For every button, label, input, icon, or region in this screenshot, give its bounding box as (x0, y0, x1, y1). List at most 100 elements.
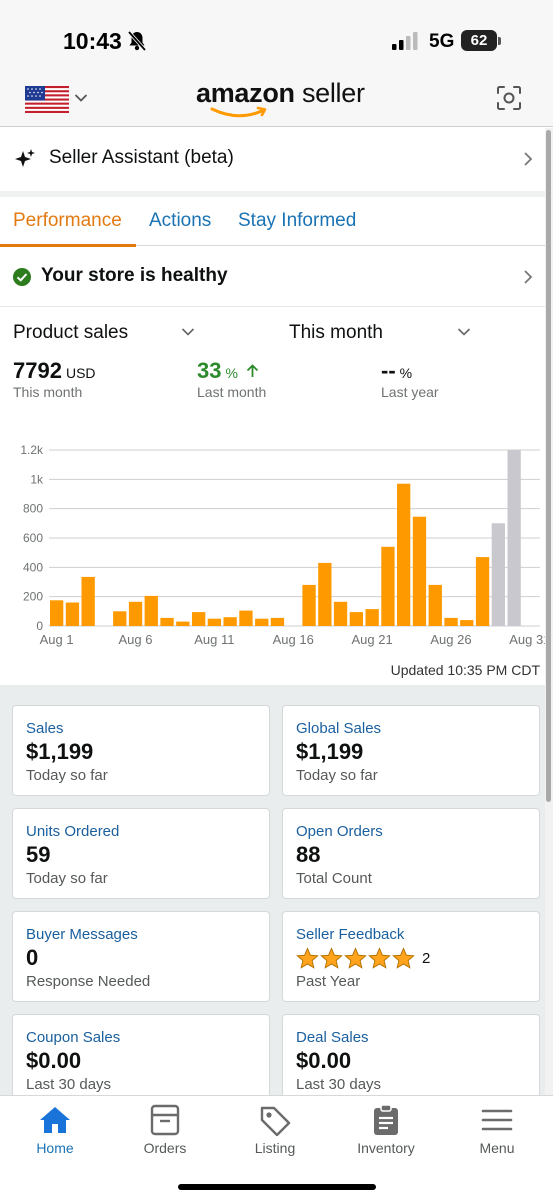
x-tick-label: Aug 6 (119, 632, 153, 647)
star-icon (368, 947, 391, 969)
month-change-period: Last month (197, 384, 267, 400)
x-tick-label: Aug 31 (509, 632, 545, 647)
card-title: Deal Sales (296, 1029, 369, 1046)
card-sales[interactable]: Sales $1,199 Today so far (12, 705, 270, 796)
sales-total: 7792 USD (13, 358, 96, 384)
chart-bar (270, 617, 285, 626)
amazon-seller-logo: amazon seller (196, 78, 366, 120)
chart-bar (50, 600, 64, 626)
sparkle-icon (15, 149, 35, 167)
summary-cards: Sales $1,199 Today so far Global Sales $… (0, 685, 545, 1105)
us-flag-icon[interactable] (25, 86, 69, 113)
tabbar-listing[interactable]: Listing (220, 1096, 330, 1166)
card-coupon-sales[interactable]: Coupon Sales $0.00 Last 30 days (12, 1014, 270, 1105)
card-subtitle: Last 30 days (26, 1076, 112, 1093)
month-change-value: 33 (197, 358, 222, 383)
star-icon (296, 947, 319, 969)
x-tick-label: Aug 1 (40, 632, 74, 647)
card-value: 88 (296, 842, 321, 867)
tabbar-label: Menu (479, 1140, 515, 1156)
chart-bar (176, 621, 190, 626)
period-select[interactable]: This month (289, 322, 383, 343)
network-label: 5G (429, 31, 455, 52)
card-subtitle: Today so far (26, 870, 108, 887)
seller-assistant-row[interactable]: Seller Assistant (beta) (0, 128, 545, 191)
x-tick-label: Aug 16 (273, 632, 314, 647)
metric-select[interactable]: Product sales (13, 322, 129, 343)
tab-performance[interactable]: Performance (13, 210, 122, 231)
card-open-orders[interactable]: Open Orders 88 Total Count (282, 808, 540, 899)
arrow-up-icon (246, 364, 259, 377)
health-label: Your store is healthy (41, 265, 228, 286)
scrollbar-thumb[interactable] (546, 130, 551, 802)
hamburger-icon (481, 1109, 513, 1131)
star-icon (320, 947, 343, 969)
chart-bar (507, 450, 521, 626)
year-change-period: Last year (381, 384, 439, 400)
y-tick-label: 1k (30, 472, 44, 486)
assistant-label: Seller Assistant (beta) (49, 147, 234, 168)
card-buyer-messages[interactable]: Buyer Messages 0 Response Needed (12, 911, 270, 1002)
chart-bar (491, 523, 505, 626)
tabbar-home[interactable]: Home (0, 1096, 110, 1166)
chart-bar (349, 612, 363, 626)
store-health-row[interactable]: Your store is healthy (0, 247, 545, 307)
chart-bar (444, 617, 458, 626)
year-change-value: -- (381, 358, 396, 383)
card-title: Open Orders (296, 823, 383, 840)
star-icon (392, 947, 415, 969)
card-deal-sales[interactable]: Deal Sales $0.00 Last 30 days (282, 1014, 540, 1105)
chevron-down-icon[interactable] (181, 327, 195, 337)
tag-icon (260, 1106, 291, 1136)
status-time: 10:43 (63, 28, 122, 54)
card-subtitle: Total Count (296, 870, 372, 887)
star-rating (296, 947, 416, 971)
x-tick-label: Aug 11 (194, 632, 234, 647)
check-circle-icon (13, 268, 31, 286)
card-value: 0 (26, 945, 39, 970)
active-tab-indicator (0, 244, 136, 247)
bell-muted-icon (127, 30, 147, 52)
logo-light-text: seller (301, 78, 365, 108)
card-global-sales[interactable]: Global Sales $1,199 Today so far (282, 705, 540, 796)
chart-bar (207, 618, 221, 626)
card-seller-feedback[interactable]: Seller Feedback 2 Past Year (282, 911, 540, 1002)
orders-icon (150, 1104, 180, 1136)
card-value: $0.00 (26, 1048, 82, 1073)
chart-bar (223, 617, 237, 626)
sales-bar-chart: 0 200 400 600 800 1k 1.2k Aug 1 Aug 6 Aug 11 Aug 1… (20, 443, 545, 647)
card-units-ordered[interactable]: Units Ordered 59 Today so far (12, 808, 270, 899)
tabbar-inventory[interactable]: Inventory (331, 1096, 441, 1166)
chevron-right-icon (524, 270, 533, 284)
tabbar-orders[interactable]: Orders (110, 1096, 220, 1166)
chart-bar (365, 609, 379, 626)
sales-total-value: 7792 (13, 358, 62, 383)
chart-bar (397, 483, 411, 626)
chart-bar (144, 595, 158, 626)
card-title: Buyer Messages (26, 926, 138, 943)
year-change-unit: % (399, 365, 413, 381)
card-value: $1,199 (296, 739, 364, 764)
battery-icon: 62 (461, 30, 497, 51)
tab-stay-informed[interactable]: Stay Informed (238, 210, 357, 231)
chart-bar (192, 612, 206, 626)
chevron-right-icon (524, 152, 533, 166)
scan-icon[interactable] (496, 85, 522, 111)
chevron-down-icon[interactable] (457, 327, 471, 337)
chart-bar (318, 562, 332, 626)
bottom-tab-bar: Home Orders Listing Inventory (0, 1095, 553, 1200)
sales-total-unit: USD (65, 365, 96, 381)
updated-timestamp: Updated 10:35 PM CDT (390, 662, 540, 678)
star-icon (344, 947, 367, 969)
status-bar: 10:43 5G 62 (0, 0, 553, 70)
chevron-down-icon[interactable] (74, 93, 88, 103)
chart-bar (412, 516, 427, 626)
chart-bar (255, 618, 269, 626)
tabbar-menu[interactable]: Menu (442, 1096, 552, 1166)
card-title: Coupon Sales (26, 1029, 121, 1046)
tab-actions[interactable]: Actions (149, 210, 212, 231)
clipboard-icon (374, 1104, 398, 1135)
chart-bar (333, 601, 348, 626)
y-tick-label: 600 (23, 531, 43, 545)
tabbar-label: Home (36, 1140, 74, 1156)
